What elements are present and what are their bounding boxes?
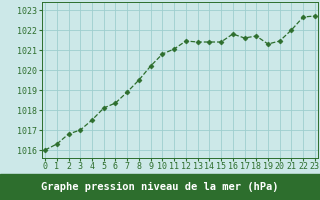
Text: Graphe pression niveau de la mer (hPa): Graphe pression niveau de la mer (hPa)	[41, 182, 279, 192]
